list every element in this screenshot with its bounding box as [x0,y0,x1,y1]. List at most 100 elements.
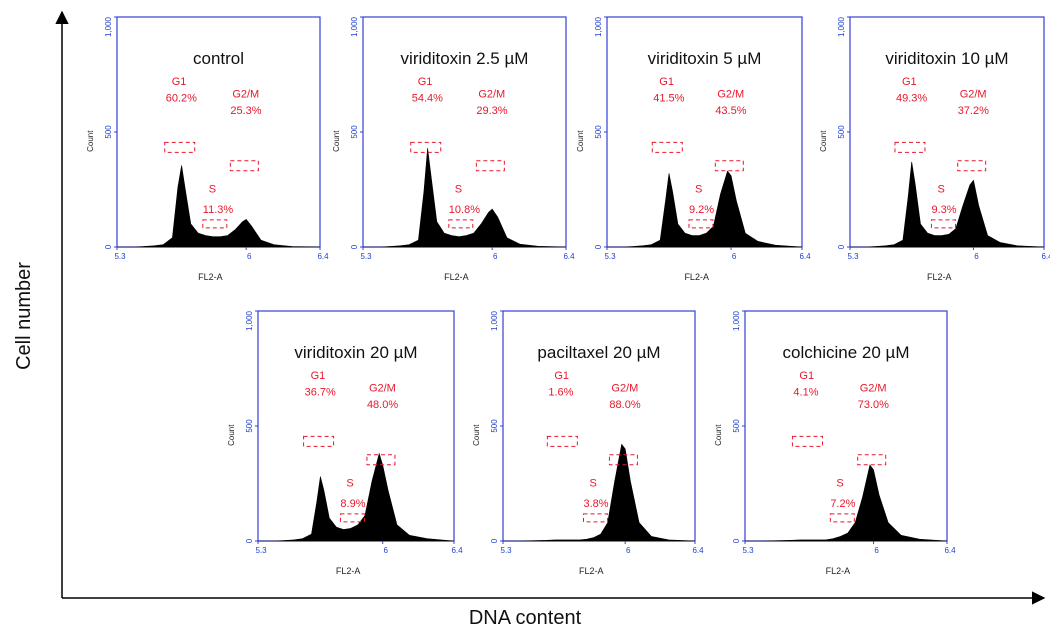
x-tick-label: 5.3 [360,252,372,261]
x-tick-label: 6 [626,546,631,555]
panel-title: control [193,49,244,68]
gate-s-name: S [695,183,702,195]
y-tick-label: 500 [350,125,359,139]
y-tick-label: 1,000 [837,16,846,37]
histogram-panel-2: viriditoxin 2.5 µM 0 500 1,000 Count 5.3 6 6.4 F… [332,16,575,282]
x-axis-title: FL2-A [684,272,709,282]
gate-g1-marker [546,435,578,447]
y-axis-title: Count [472,424,481,446]
gate-g1-marker [651,141,683,153]
gate-g2m-marker [857,454,887,466]
x-tick-label: 6.4 [944,546,956,555]
gate-s-value: 10.8% [449,204,480,216]
gate-s-name: S [209,183,216,195]
y-tick-label: 500 [732,419,741,433]
x-tick-label: 6.4 [1041,252,1050,261]
gate-g1-name: G1 [799,370,814,382]
gate-g2m-name: G2/M [717,89,744,101]
y-tick-label: 1,000 [104,16,113,37]
gate-g1-value: 60.2% [166,93,197,105]
y-axis-title: Count [819,130,828,152]
gate-s-value: 7.2% [830,498,855,510]
y-axis-title: Count [227,424,236,446]
x-axis-title: FL2-A [927,272,952,282]
x-tick-label: 6.4 [451,546,463,555]
figure-y-axis-label: Cell number [13,262,35,370]
gate-g1-value: 4.1% [793,387,818,399]
histogram-panel-6: paciltaxel 20 µM 0 500 1,000 Count 5.3 6 6.4 FL2… [472,310,704,576]
panel-title: viriditoxin 10 µM [885,49,1008,68]
gate-g2m-marker [957,160,987,172]
gate-s-marker [583,513,609,523]
histogram-panel-4: viriditoxin 10 µM 0 500 1,000 Count 5.3 6 6.4 FL… [819,16,1050,282]
gate-g1-name: G1 [172,76,187,88]
gate-g2m-name: G2/M [860,383,887,395]
gate-g1-name: G1 [311,370,326,382]
x-tick-label: 5.3 [604,252,616,261]
y-tick-label: 500 [104,125,113,139]
gate-g1-value: 41.5% [653,93,684,105]
gate-s-value: 9.3% [931,204,956,216]
y-tick-label: 0 [350,244,359,249]
figure-x-axis-label: DNA content [469,607,582,629]
gate-s-name: S [937,183,944,195]
gate-g2m-value: 88.0% [609,399,640,411]
x-tick-label: 6.4 [692,546,704,555]
y-axis-title: Count [576,130,585,152]
gate-s-marker [448,219,474,229]
y-tick-label: 1,000 [245,310,254,331]
gate-g2m-name: G2/M [478,89,505,101]
y-tick-label: 0 [837,244,846,249]
gate-s-value: 3.8% [584,498,609,510]
gate-g2m-marker [229,160,259,172]
gate-g2m-value: 25.3% [230,105,261,117]
x-tick-label: 6 [493,252,498,261]
gate-g2m-name: G2/M [369,383,396,395]
y-tick-label: 500 [594,125,603,139]
gate-s-name: S [346,477,353,489]
histogram-area [607,170,803,248]
histogram-area [258,452,455,542]
gate-g1-value: 49.3% [896,93,927,105]
x-tick-label: 6 [874,546,879,555]
gate-g2m-value: 73.0% [858,399,889,411]
histogram-area [363,148,567,248]
gate-g1-value: 54.4% [412,93,443,105]
x-tick-label: 5.3 [255,546,267,555]
y-axis-title: Count [714,424,723,446]
gate-g1-marker [410,141,442,153]
y-tick-label: 500 [837,125,846,139]
x-tick-label: 5.3 [114,252,126,261]
gate-s-value: 11.3% [203,204,234,216]
y-axis-title: Count [332,130,341,152]
gate-g2m-marker [714,160,744,172]
x-axis-title: FL2-A [444,272,469,282]
x-tick-label: 6.4 [799,252,811,261]
panel-title: viriditoxin 20 µM [294,343,417,362]
histogram-area [745,464,948,542]
panel-title: paciltaxel 20 µM [537,343,660,362]
y-tick-label: 0 [245,538,254,543]
x-tick-label: 6 [732,252,737,261]
y-tick-label: 1,000 [350,16,359,37]
panel-title: viriditoxin 5 µM [648,49,762,68]
gate-g2m-value: 48.0% [367,399,398,411]
gate-g1-name: G1 [659,76,674,88]
x-tick-label: 5.3 [500,546,512,555]
x-axis-title: FL2-A [198,272,223,282]
histogram-panels: control 0 500 1,000 Count 5.3 6 6.4 FL2-A G1 60.2%… [86,16,1050,576]
gate-g2m-name: G2/M [960,89,987,101]
gate-g1-value: 36.7% [305,387,336,399]
y-tick-label: 0 [594,244,603,249]
x-tick-label: 6 [247,252,252,261]
gate-g1-name: G1 [418,76,433,88]
y-tick-label: 500 [490,419,499,433]
x-tick-label: 6 [384,546,389,555]
gate-s-marker [930,219,956,229]
x-tick-label: 5.3 [847,252,859,261]
gate-g1-marker [303,435,335,447]
y-tick-label: 1,000 [490,310,499,331]
gate-g1-marker [894,141,926,153]
gate-g2m-name: G2/M [232,89,259,101]
gate-g1-name: G1 [554,370,569,382]
